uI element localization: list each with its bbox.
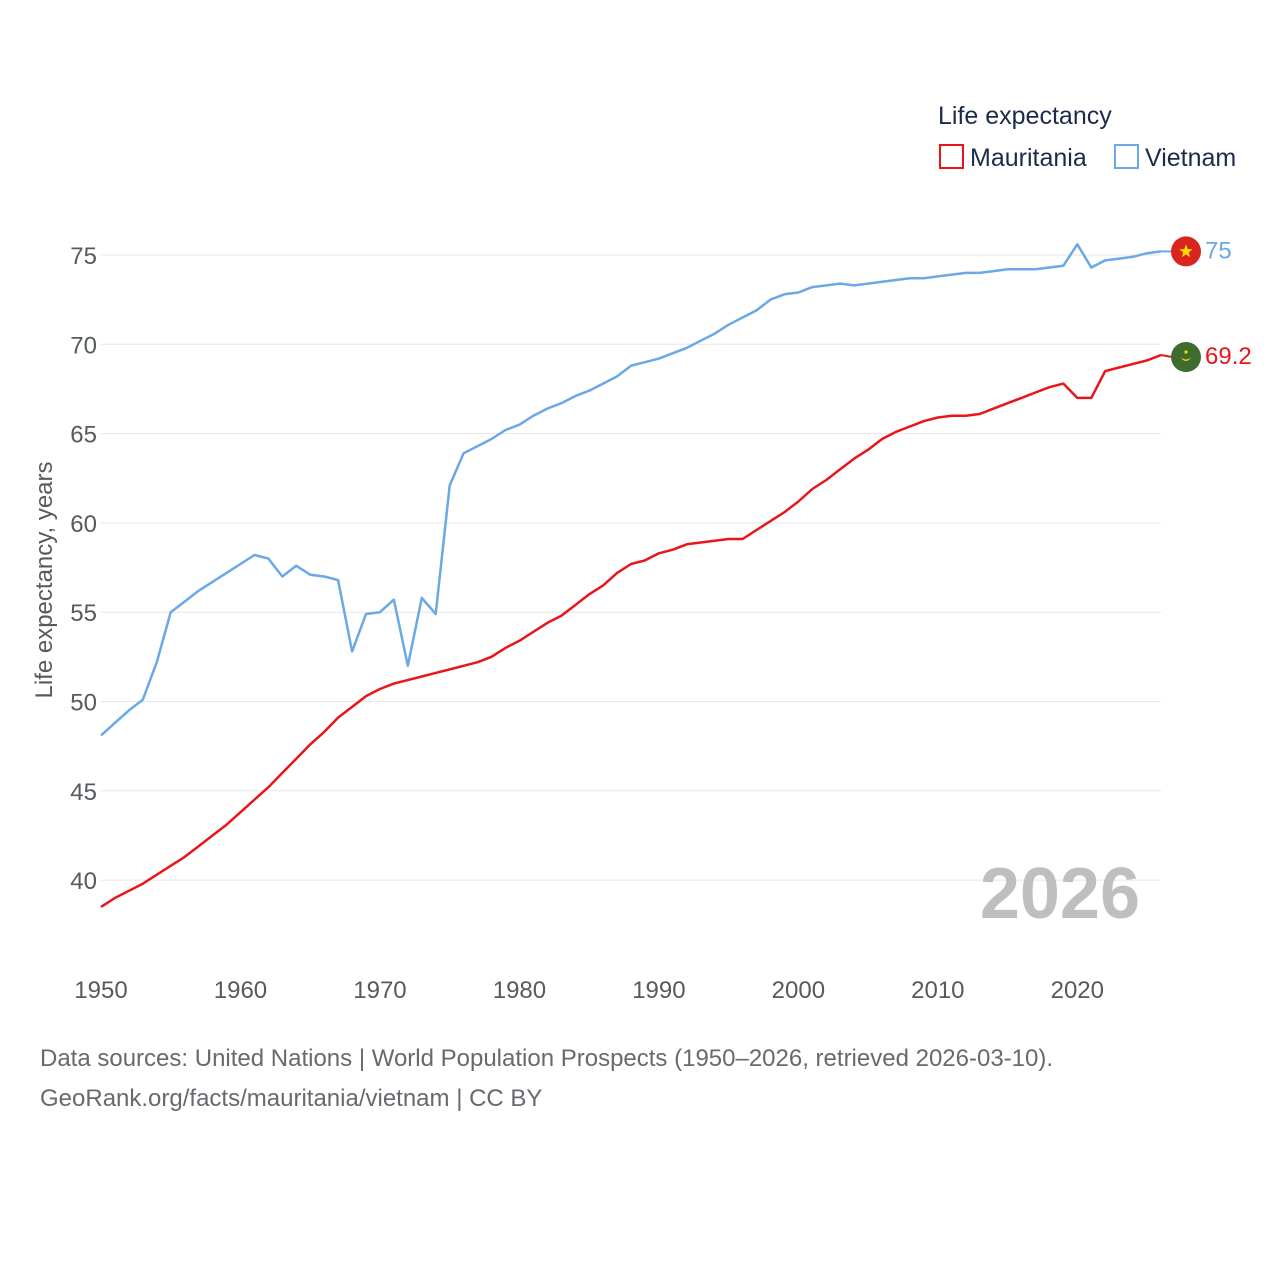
x-tick-label-1990: 1990 — [632, 977, 685, 1004]
y-tick-label-45: 45 — [70, 779, 97, 806]
y-tick-label-60: 60 — [70, 511, 97, 538]
legend-title: Life expectancy — [938, 102, 1112, 130]
end-label-vietnam: 75 — [1205, 237, 1232, 264]
vietnam-flag-star — [1179, 244, 1193, 258]
mauritania-flag-crescent — [1181, 356, 1191, 362]
y-axis-label: Life expectancy, years — [31, 461, 58, 698]
mauritania-flag-icon — [1171, 342, 1201, 373]
y-tick-label-40: 40 — [70, 868, 97, 895]
x-tick-label-2020: 2020 — [1051, 977, 1104, 1004]
y-tick-label-50: 50 — [70, 690, 97, 717]
mauritania-flag-star — [1184, 350, 1188, 354]
y-tick-label-65: 65 — [70, 422, 97, 449]
legend: Life expectancy Mauritania Vietnam — [938, 102, 1236, 172]
legend-swatch-vietnam — [1114, 144, 1139, 169]
legend-label-mauritania: Mauritania — [970, 144, 1087, 172]
y-tick-label-55: 55 — [70, 600, 97, 627]
legend-item-mauritania[interactable]: Mauritania — [939, 144, 1087, 172]
end-markers: 69.2 75 — [1160, 236, 1252, 373]
year-watermark: 2026 — [980, 854, 1140, 934]
x-tick-label-2010: 2010 — [911, 977, 964, 1004]
x-tick-label-1950: 1950 — [74, 977, 127, 1004]
y-tick-label-70: 70 — [70, 332, 97, 359]
gridlines — [101, 254, 1161, 881]
series-line-mauritania[interactable] — [100, 353, 1162, 908]
series-line-vietnam[interactable] — [100, 243, 1162, 737]
y-tick-label-75: 75 — [70, 243, 97, 270]
footer-attribution[interactable]: GeoRank.org/facts/mauritania/vietnam | C… — [40, 1085, 543, 1112]
connector-mauritania — [1160, 354, 1173, 358]
vietnam-flag-icon — [1171, 236, 1201, 267]
legend-label-vietnam: Vietnam — [1145, 144, 1236, 172]
y-axis-ticks: 40 45 50 55 60 65 70 75 — [70, 243, 97, 895]
end-label-mauritania: 69.2 — [1205, 343, 1252, 370]
footer-sources: Data sources: United Nations | World Pop… — [40, 1045, 1054, 1072]
x-tick-label-1970: 1970 — [353, 977, 406, 1004]
x-tick-label-2000: 2000 — [772, 977, 825, 1004]
x-axis-ticks: 1950 1960 1970 1980 1990 2000 2010 2020 — [74, 977, 1104, 1004]
mauritania-flag-disc — [1171, 342, 1201, 373]
x-tick-label-1960: 1960 — [214, 977, 267, 1004]
legend-swatch-mauritania — [939, 144, 964, 169]
series-lines — [100, 243, 1162, 908]
x-tick-label-1980: 1980 — [493, 977, 546, 1004]
legend-item-vietnam[interactable]: Vietnam — [1114, 144, 1236, 172]
